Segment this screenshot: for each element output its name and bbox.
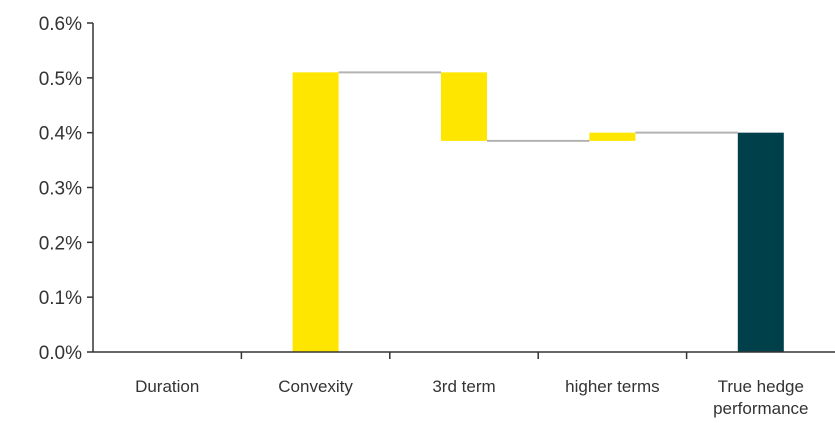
bar-3rd-term [441, 72, 487, 141]
y-tick-label: 0.0% [39, 343, 82, 364]
y-tick-label: 0.6% [39, 14, 82, 35]
bar-true-hedge-performance [737, 132, 784, 352]
y-tick-label: 0.3% [39, 179, 82, 200]
bar-higher-terms [589, 132, 636, 141]
x-tick-label: True hedge performance [713, 377, 808, 418]
x-tick-label: Duration [135, 377, 199, 396]
bars-layer [292, 72, 784, 352]
x-tick-label: Convexity [278, 377, 353, 396]
y-tick-label: 0.5% [39, 69, 82, 90]
x-tick-label: 3rd term [432, 377, 495, 396]
connectors-layer [338, 71, 738, 142]
y-tick-label: 0.1% [39, 288, 82, 309]
y-tick-label: 0.2% [39, 233, 82, 254]
axes-layer [87, 22, 835, 359]
labels-layer: 0.0% 0.1% 0.2% 0.3% 0.4% 0.5% 0.6% Duration Conv… [39, 14, 809, 418]
x-tick-label: higher terms [565, 377, 659, 396]
y-tick-label: 0.4% [39, 124, 82, 145]
bar-convexity [292, 72, 339, 352]
